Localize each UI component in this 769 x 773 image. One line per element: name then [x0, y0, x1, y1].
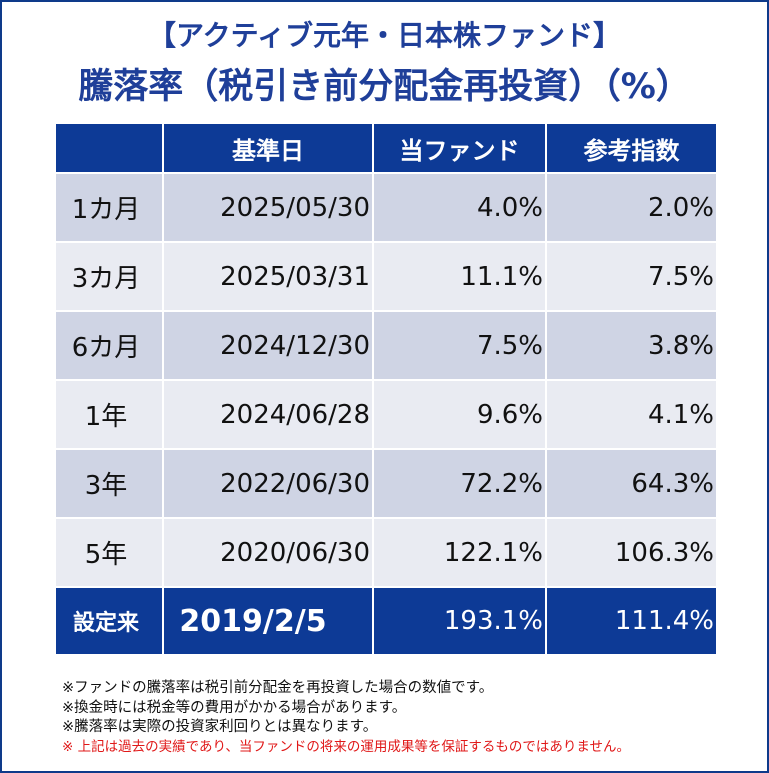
performance-table: 基準日 当ファンド 参考指数 1カ月 2025/05/30 4.0% 2.0% …: [54, 122, 718, 656]
table-row: 1年 2024/06/28 9.6% 4.1%: [54, 379, 718, 450]
inception-date-cell: 2019/2/5: [162, 586, 374, 656]
date-cell: 2025/05/30: [162, 172, 374, 243]
fund-return-cell: 193.1%: [372, 586, 547, 656]
date-cell: 2024/12/30: [162, 310, 374, 381]
table-row: 3カ月 2025/03/31 11.1% 7.5%: [54, 241, 718, 312]
period-cell: 6カ月: [54, 310, 164, 381]
period-cell: 3カ月: [54, 241, 164, 312]
fund-return-cell: 122.1%: [372, 517, 547, 588]
period-cell: 設定来: [54, 586, 164, 656]
table-row: 3年 2022/06/30 72.2% 64.3%: [54, 448, 718, 519]
fund-return-cell: 9.6%: [372, 379, 547, 450]
footnote: ※ファンドの騰落率は税引前分配金を再投資した場合の数値です。: [62, 680, 494, 696]
header-reference-index: 参考指数: [545, 122, 718, 174]
period-cell: 1カ月: [54, 172, 164, 243]
footnotes: ※ファンドの騰落率は税引前分配金を再投資した場合の数値です。 ※換金時には税金等…: [62, 679, 762, 757]
index-return-cell: 111.4%: [545, 586, 718, 656]
fund-return-cell: 72.2%: [372, 448, 547, 519]
since-inception-row: 設定来 2019/2/5 193.1% 111.4%: [54, 586, 718, 656]
date-cell: 2022/06/30: [162, 448, 374, 519]
footnote: ※換金時には税金等の費用がかかる場合があります。: [62, 699, 407, 716]
index-return-cell: 64.3%: [545, 448, 718, 519]
fund-return-cell: 7.5%: [372, 310, 547, 381]
index-return-cell: 3.8%: [545, 310, 718, 381]
index-return-cell: 4.1%: [545, 379, 718, 450]
date-cell: 2020/06/30: [162, 517, 374, 588]
fund-return-cell: 4.0%: [372, 172, 547, 243]
period-cell: 5年: [54, 517, 164, 588]
disclaimer-warning: ※ 上記は過去の実績であり、当ファンドの将来の運用成果等を保証するものではありま…: [62, 738, 631, 755]
header-base-date: 基準日: [162, 122, 374, 174]
header-period: [54, 122, 164, 174]
date-cell: 2024/06/28: [162, 379, 374, 450]
performance-title: 騰落率（税引き前分配金再投資）（%）: [78, 67, 691, 107]
table-row: 1カ月 2025/05/30 4.0% 2.0%: [54, 172, 718, 243]
period-cell: 3年: [54, 448, 164, 519]
table-row: 6カ月 2024/12/30 7.5% 3.8%: [54, 310, 718, 381]
index-return-cell: 106.3%: [545, 517, 718, 588]
footnote: ※騰落率は実際の投資家利回りとは異なります。: [62, 719, 378, 735]
date-cell: 2025/03/31: [162, 241, 374, 312]
fund-return-cell: 11.1%: [372, 241, 547, 312]
table-row: 5年 2020/06/30 122.1% 106.3%: [54, 517, 718, 588]
fund-name-title: 【アクティブ元年・日本株ファンド】: [148, 19, 621, 52]
period-cell: 1年: [54, 379, 164, 450]
table-header-row: 基準日 当ファンド 参考指数: [54, 122, 718, 174]
index-return-cell: 2.0%: [545, 172, 718, 243]
index-return-cell: 7.5%: [545, 241, 718, 312]
header-fund: 当ファンド: [372, 122, 547, 174]
